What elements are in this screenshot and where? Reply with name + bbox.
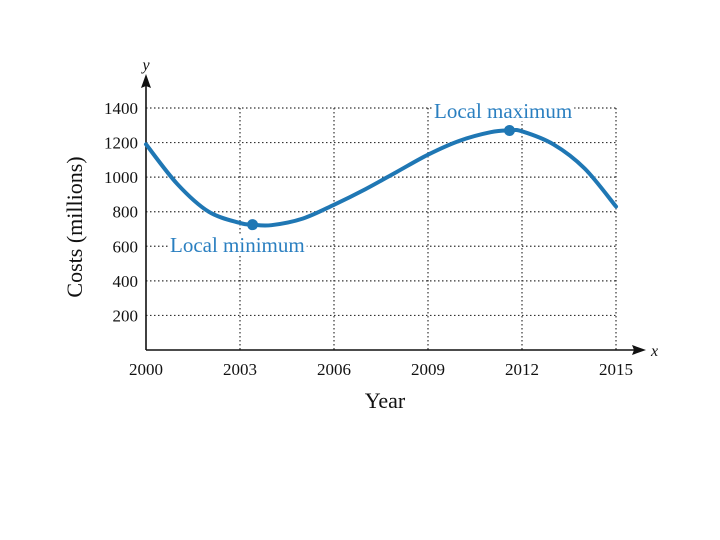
y-tick-label: 1000 (104, 168, 138, 187)
annotation-background (432, 101, 575, 121)
local-maximum-marker (503, 124, 515, 136)
y-tick-label: 1200 (104, 134, 138, 153)
local-minimum-label: Local minimum (170, 233, 305, 257)
y-tick-labels: 200 400 600 800 1000 1200 1400 (104, 99, 138, 325)
y-tick-label: 400 (113, 272, 139, 291)
series-line (144, 127, 618, 228)
local-maximum-label: Local maximum (434, 99, 572, 123)
x-tick-label: 2006 (317, 360, 351, 379)
x-tick-labels: 2000 2003 2006 2009 2012 2015 (129, 360, 633, 379)
x-tick-label: 2009 (411, 360, 445, 379)
grid (146, 107, 617, 350)
annotation-background (168, 235, 307, 255)
x-axis-title: Year (365, 388, 406, 413)
x-tick-label: 2015 (599, 360, 633, 379)
series (144, 127, 618, 228)
y-axis-title: Costs (millions) (62, 156, 87, 297)
y-tick-label: 1400 (104, 99, 138, 118)
y-axis-variable: y (140, 57, 150, 74)
y-tick-label: 600 (113, 237, 139, 256)
axes: x y (140, 57, 658, 360)
y-axis-arrow-icon (141, 74, 151, 88)
annotations: Local minimum Local maximum (168, 99, 575, 257)
x-tick-label: 2003 (223, 360, 257, 379)
x-axis-variable: x (650, 343, 658, 360)
x-tick-label: 2012 (505, 360, 539, 379)
x-tick-label: 2000 (129, 360, 163, 379)
y-tick-label: 200 (113, 306, 139, 325)
x-axis-arrow-icon (632, 345, 646, 355)
local-minimum-marker (247, 219, 259, 231)
y-tick-label: 800 (113, 203, 139, 222)
